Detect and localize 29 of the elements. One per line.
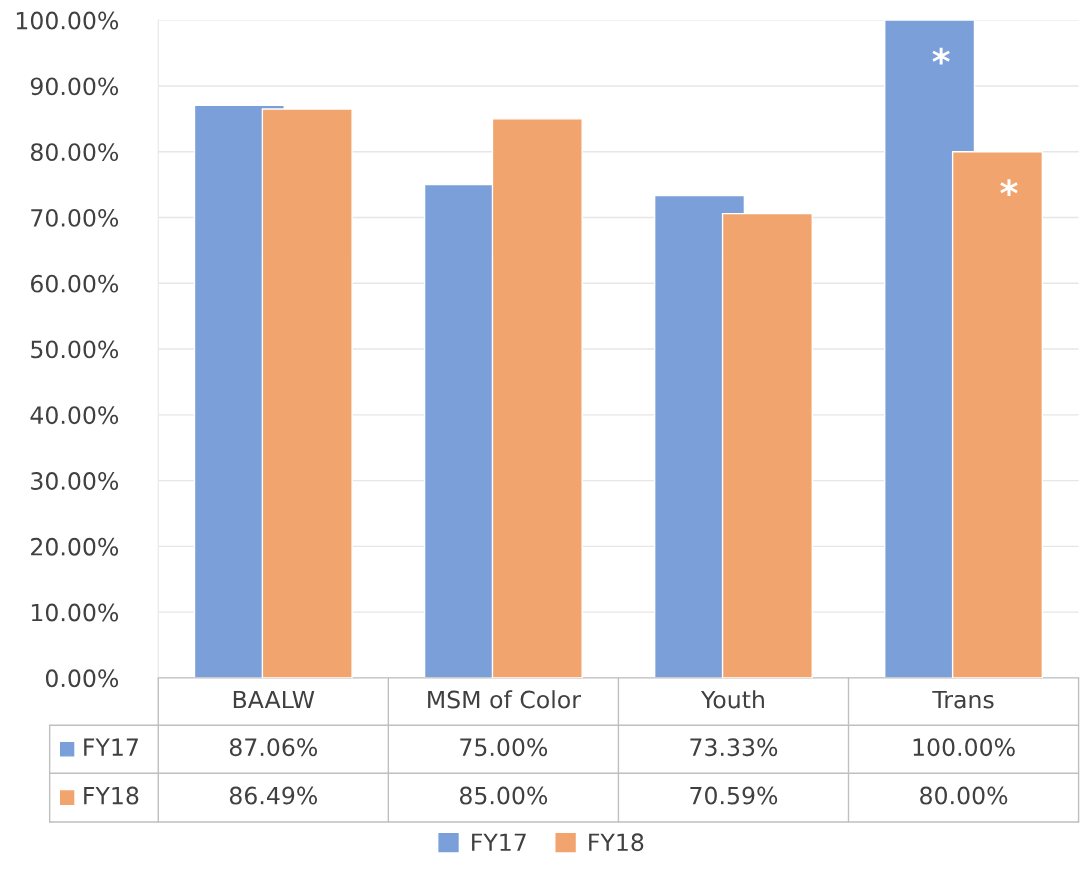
y-tick-label: 10.00%: [31, 603, 119, 622]
y-tick-label: 70.00%: [31, 208, 119, 227]
y-tick-label: 30.00%: [31, 472, 119, 490]
data-label: 85.00%: [459, 786, 548, 805]
annotation: *: [932, 47, 950, 65]
annotation: *: [1000, 179, 1018, 197]
y-tick-label: 80.00%: [30, 143, 119, 162]
data-label: 87.06%: [229, 738, 318, 757]
data-label: 73.33%: [690, 738, 778, 757]
x-tick-label: BAALW: [233, 690, 315, 709]
y-tick-label: 100.00%: [16, 11, 119, 30]
x-tick-label: Trans: [932, 690, 994, 709]
y-tick-label: 20.00%: [31, 537, 119, 556]
data-label: 86.49%: [229, 786, 318, 805]
x-tick-label: Youth: [700, 690, 764, 709]
y-tick-label: 90.00%: [30, 77, 119, 96]
y-tick-label: 40.00%: [30, 406, 119, 425]
data-label: 80.00%: [920, 786, 1008, 805]
y-tick-label: 0.00%: [45, 669, 119, 688]
data-label: 100.00%: [913, 738, 1015, 757]
text: FY17: [472, 833, 526, 851]
y-tick-label: 60.00%: [31, 274, 119, 293]
legend-label: FY18: [589, 833, 644, 852]
data-label: 70.59%: [690, 786, 778, 805]
legend-label: FY17: [84, 738, 138, 756]
x-tick-label: MSM of Color: [428, 690, 581, 709]
data-label: 75.00%: [460, 738, 548, 757]
text: FY18: [84, 786, 139, 805]
y-tick-label: 50.00%: [31, 340, 119, 359]
